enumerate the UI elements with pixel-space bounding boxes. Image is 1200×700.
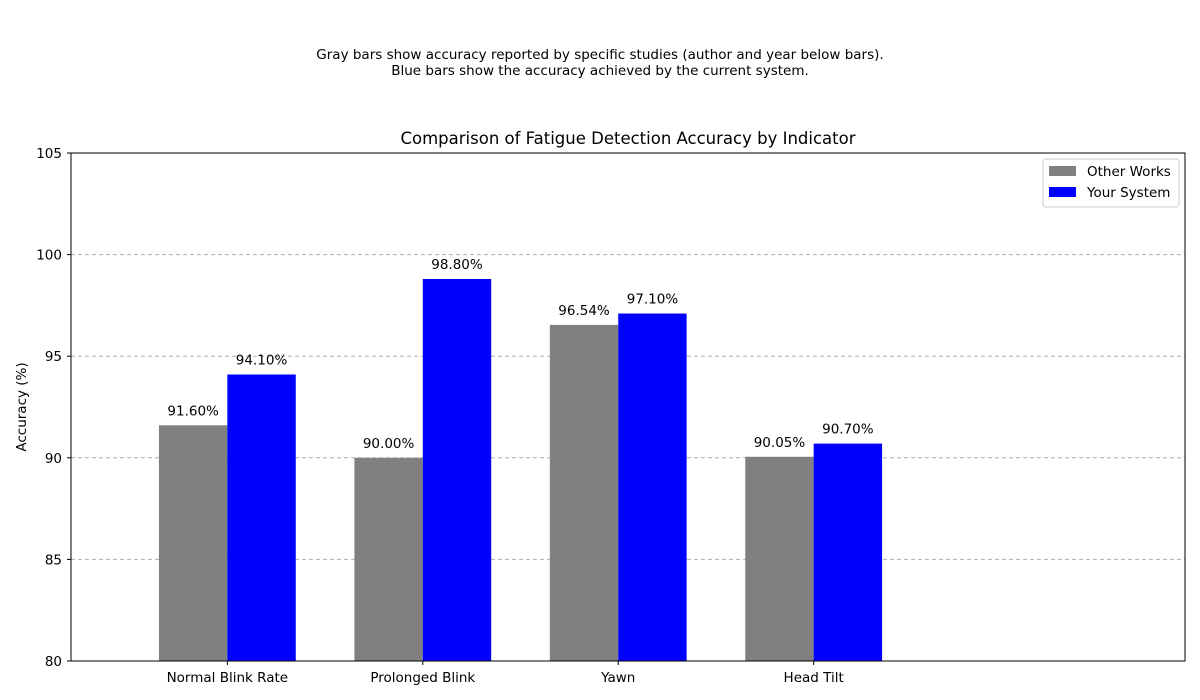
legend-label: Other Works [1087, 164, 1171, 180]
legend-swatch [1049, 166, 1076, 176]
y-tick-label: 90 [45, 451, 62, 467]
bar [813, 443, 883, 661]
y-tick-label: 105 [36, 146, 62, 162]
bar-value-labels: 91.60% 94.10% 90.00% 98.80% 96.54% 97.10% 90.0… [167, 257, 873, 452]
legend: Other Works Your System [1042, 158, 1180, 208]
bar [227, 374, 296, 661]
x-tick-label: Head Tilt [784, 670, 844, 686]
bar-value-label: 91.60% [167, 403, 219, 419]
x-tick-label: Prolonged Blink [370, 670, 475, 686]
description-line-2: Blue bars show the accuracy achieved by … [391, 63, 809, 79]
bars [158, 278, 883, 661]
bar-value-label: 96.54% [558, 303, 610, 319]
description-line-1: Gray bars show accuracy reported by spec… [316, 47, 884, 63]
y-tick-label: 85 [45, 552, 62, 568]
bar-value-label: 90.05% [754, 435, 806, 451]
plot-frame [70, 152, 1186, 662]
y-axis-label: Accuracy (%) [14, 362, 30, 451]
bar-value-label: 98.80% [431, 257, 483, 273]
bar [158, 425, 228, 661]
y-tick-label: 80 [45, 654, 62, 670]
bar-value-label: 97.10% [627, 292, 679, 308]
bar-value-label: 94.10% [236, 352, 288, 368]
x-tick-label: Yawn [600, 670, 635, 686]
y-tick-label: 100 [36, 248, 62, 264]
bar [354, 457, 423, 661]
bar [422, 278, 492, 661]
y-tick-label: 95 [45, 349, 62, 365]
bar [618, 313, 687, 661]
legend-box [1042, 158, 1180, 208]
bar-value-label: 90.00% [363, 436, 415, 452]
bar [549, 324, 619, 661]
bar-value-label: 90.70% [822, 422, 874, 438]
legend-swatch [1049, 187, 1076, 197]
x-tick-label: Normal Blink Rate [167, 670, 289, 686]
bar [745, 456, 814, 661]
chart-title: Comparison of Fatigue Detection Accuracy… [400, 129, 855, 148]
axis-ticks: 80 85 90 95 100 105 Normal Blink Rate Prolonged… [36, 146, 844, 686]
legend-label: Your System [1086, 185, 1170, 201]
